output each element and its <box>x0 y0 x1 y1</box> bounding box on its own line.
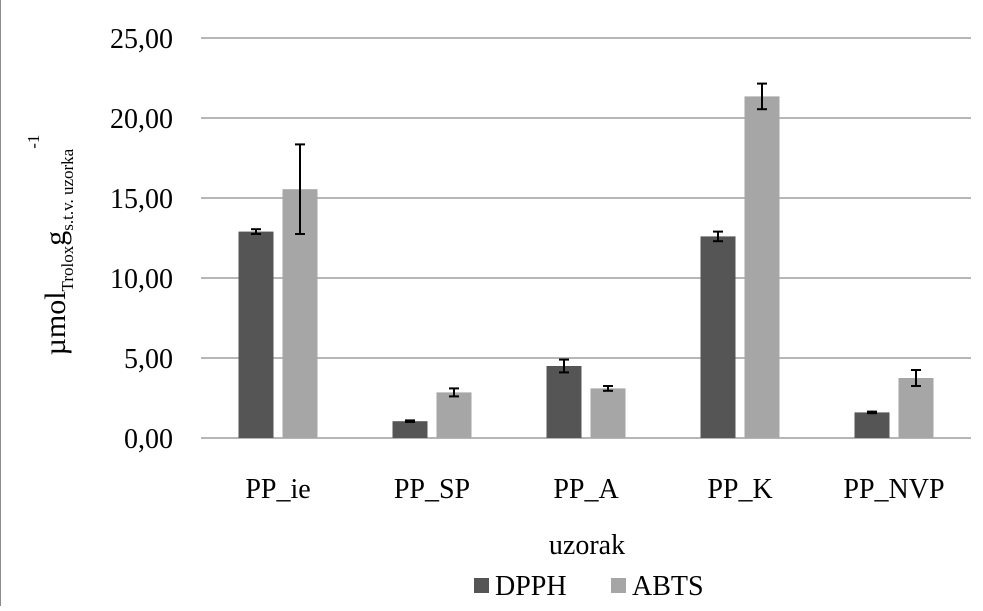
legend-swatch-abts <box>611 578 626 593</box>
bar-dpph <box>392 421 428 438</box>
bar-abts <box>744 96 780 439</box>
y-tick-labels: 0,00 5,00 10,00 15,00 20,00 25,00 <box>110 24 173 455</box>
bar-abts <box>436 392 472 438</box>
x-category-label: PP_A <box>553 474 619 505</box>
y-axis-title: µmolTroloxgs.t.v. uzorka-1 <box>24 135 77 356</box>
x-category-label: PP_SP <box>394 474 470 505</box>
error-bars <box>251 82 921 423</box>
x-category-labels: PP_ie PP_SP PP_A PP_K PP_NVP <box>245 474 944 505</box>
legend: DPPH ABTS <box>474 571 704 602</box>
x-category-label: PP_K <box>707 474 772 505</box>
bar-abts <box>590 388 626 438</box>
bar-dpph <box>546 366 582 438</box>
gridlines <box>201 37 971 439</box>
y-tick-label: 10,00 <box>110 264 173 295</box>
y-tick-label: 20,00 <box>110 104 173 135</box>
y-tick-label: 15,00 <box>110 184 173 215</box>
bar-dpph <box>700 236 736 438</box>
y-tick-label: 0,00 <box>124 424 173 455</box>
bar-dpph <box>238 231 274 438</box>
x-category-label: PP_NVP <box>843 474 944 505</box>
legend-label-abts: ABTS <box>632 571 704 602</box>
x-category-label: PP_ie <box>245 474 310 505</box>
y-tick-label: 5,00 <box>124 344 173 375</box>
bars <box>238 96 934 439</box>
bar-dpph <box>854 412 890 438</box>
bar-abts <box>898 378 934 438</box>
y-tick-label: 25,00 <box>110 24 173 55</box>
x-axis-title: uzorak <box>549 530 625 561</box>
legend-swatch-dpph <box>474 578 489 593</box>
legend-label-dpph: DPPH <box>495 571 567 602</box>
